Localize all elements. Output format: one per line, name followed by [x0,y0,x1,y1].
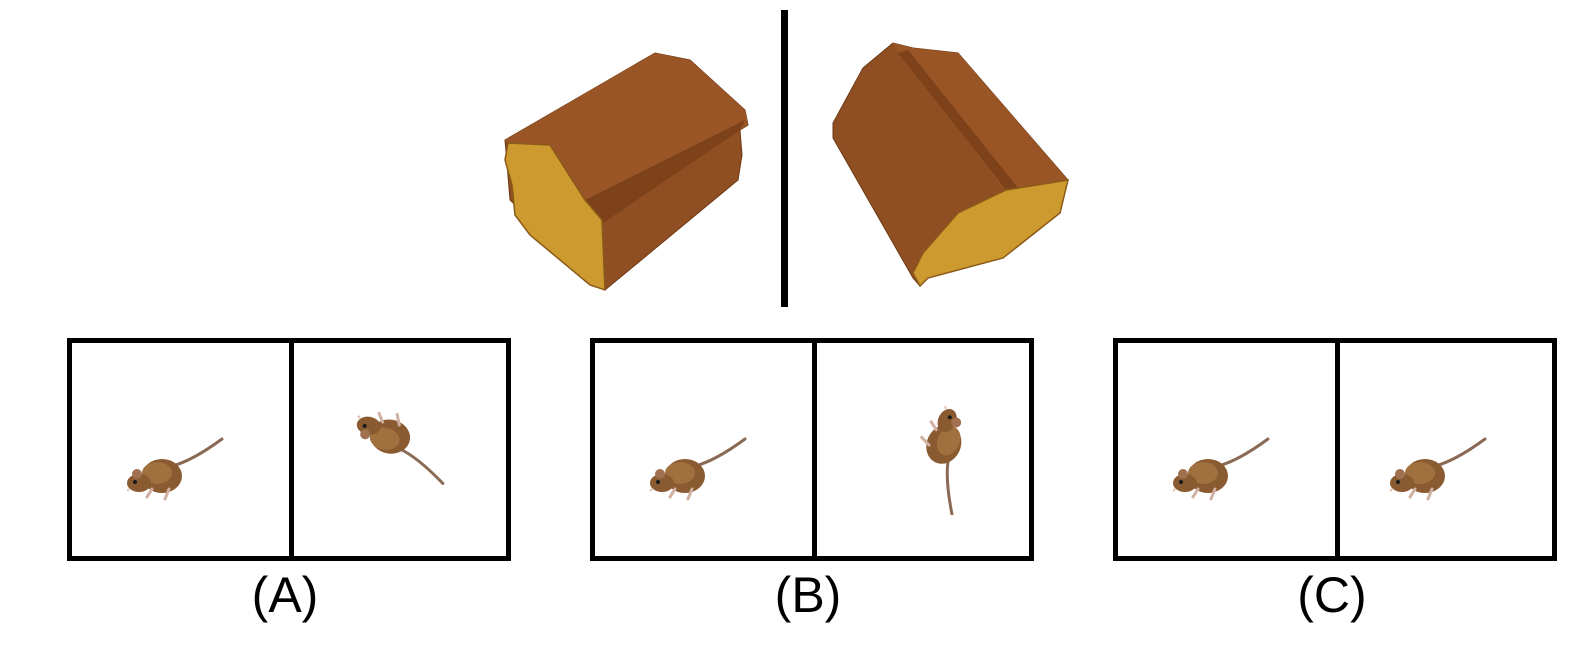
block-object-icon [504,52,749,292]
mouse-icon [354,406,455,485]
option-c-right-cell [1340,343,1552,556]
option-b-divider [812,343,817,556]
option-b-left-cell [595,343,812,556]
block-object-icon [832,42,1069,288]
option-b-label: (B) [774,567,842,623]
mouse-icon [1390,437,1487,501]
mouse-icon [650,437,747,501]
option-a-left-cell [72,343,289,556]
option-c-divider [1335,343,1340,556]
option-c-left-cell [1118,343,1335,556]
vertical-divider [781,10,788,307]
mouse-icon [896,405,994,515]
mouse-icon [127,437,224,501]
option-b-right-cell [817,343,1029,556]
reference-block-right [828,38,1073,290]
mouse-icon [1173,437,1270,501]
option-a-label: (A) [251,567,319,623]
option-b[interactable] [590,338,1034,561]
option-a-right-cell [294,343,506,556]
reference-block-left [500,50,760,295]
option-a-divider [289,343,294,556]
option-c-label: (C) [1297,567,1367,623]
option-c[interactable] [1113,338,1557,561]
option-a[interactable] [67,338,511,561]
